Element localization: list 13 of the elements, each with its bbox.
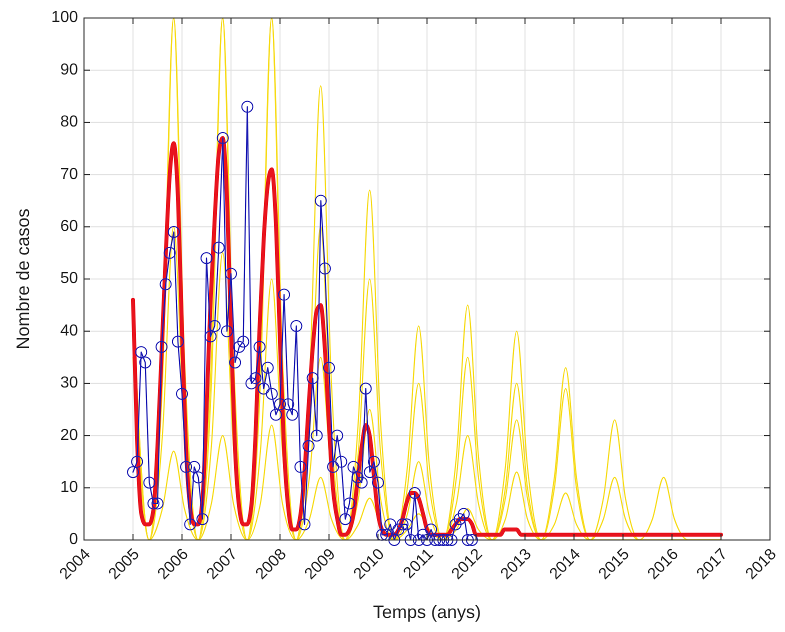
y-tick-label: 10 <box>60 479 78 496</box>
y-tick-label: 70 <box>60 166 78 183</box>
x-axis-title: Temps (anys) <box>372 602 482 622</box>
y-tick-label: 60 <box>60 218 78 236</box>
y-tick-label: 80 <box>60 114 78 131</box>
y-tick-label: 40 <box>60 322 78 340</box>
y-tick-label: 50 <box>60 270 78 288</box>
y-tick-label: 100 <box>51 9 78 26</box>
y-tick-label: 20 <box>60 426 78 444</box>
y-tick-label: 0 <box>69 531 78 548</box>
y-axis-title: Nombre de casos <box>12 208 33 350</box>
y-tick-label: 30 <box>60 374 78 392</box>
y-tick-label: 90 <box>60 61 78 78</box>
